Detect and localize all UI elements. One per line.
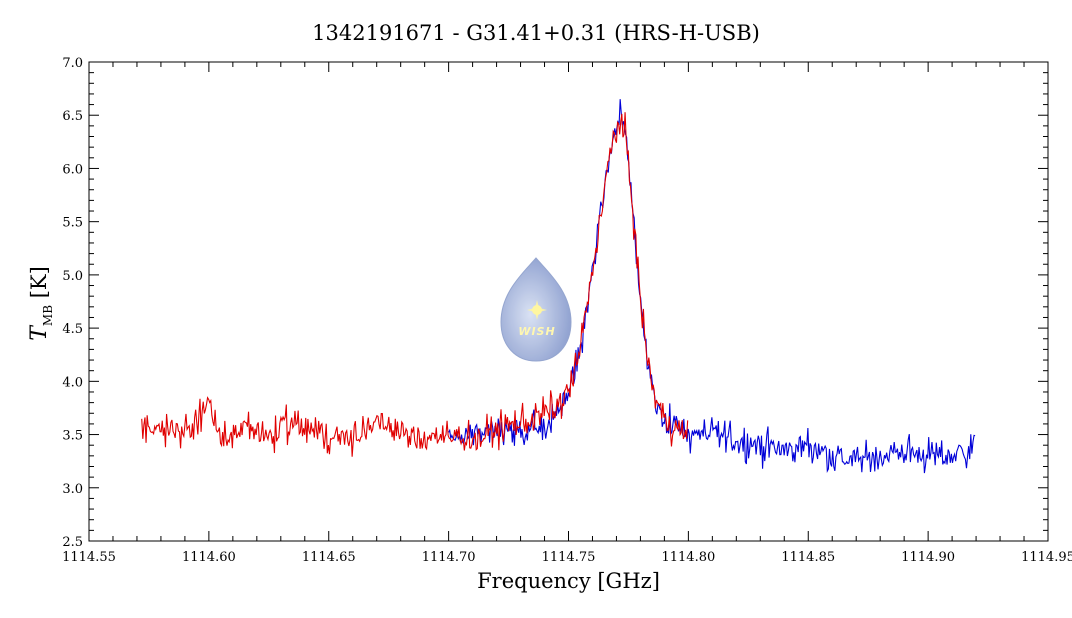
y-tick-label: 5.0 — [62, 269, 83, 284]
y-tick-label: 3.0 — [62, 482, 83, 497]
wish-logo: WISH — [500, 257, 572, 362]
y-tick-label: 7.0 — [62, 56, 83, 71]
plot-area: 1114.55 1114.60 1114.65 1114.70 1114.75 1114.… — [27, 56, 1072, 593]
star-icon — [527, 300, 547, 320]
plot-frame — [88, 61, 1049, 542]
y-tick-label: 6.0 — [62, 162, 83, 177]
y-tick-label: 2.5 — [62, 535, 83, 550]
y-axis-label: TMB [K] — [27, 266, 55, 341]
spectrum-series-line — [448, 99, 976, 474]
x-tick-label: 1114.75 — [542, 550, 596, 565]
y-tick-label: 3.5 — [62, 429, 83, 444]
x-tick-label: 1114.80 — [661, 550, 715, 565]
x-tick-label: 1114.60 — [182, 550, 236, 565]
spectrum-series-line — [141, 112, 689, 457]
y-tick-label: 4.0 — [62, 375, 83, 390]
x-tick-label: 1114.85 — [781, 550, 835, 565]
x-tick-label: 1114.55 — [62, 550, 116, 565]
x-tick-label: 1114.70 — [422, 550, 476, 565]
x-axis-label: Frequency [GHz] — [477, 569, 660, 593]
x-tick-label: 1114.65 — [302, 550, 356, 565]
logo-text: WISH — [518, 325, 555, 338]
y-tick-label: 4.5 — [62, 322, 83, 337]
x-tick-label: 1114.95 — [1021, 550, 1072, 565]
chart-title: 1342191671 - G31.41+0.31 (HRS-H-USB) — [312, 21, 760, 45]
y-tick-label: 6.5 — [62, 109, 83, 124]
x-tick-label: 1114.90 — [901, 550, 955, 565]
y-tick-label: 5.5 — [62, 216, 83, 231]
